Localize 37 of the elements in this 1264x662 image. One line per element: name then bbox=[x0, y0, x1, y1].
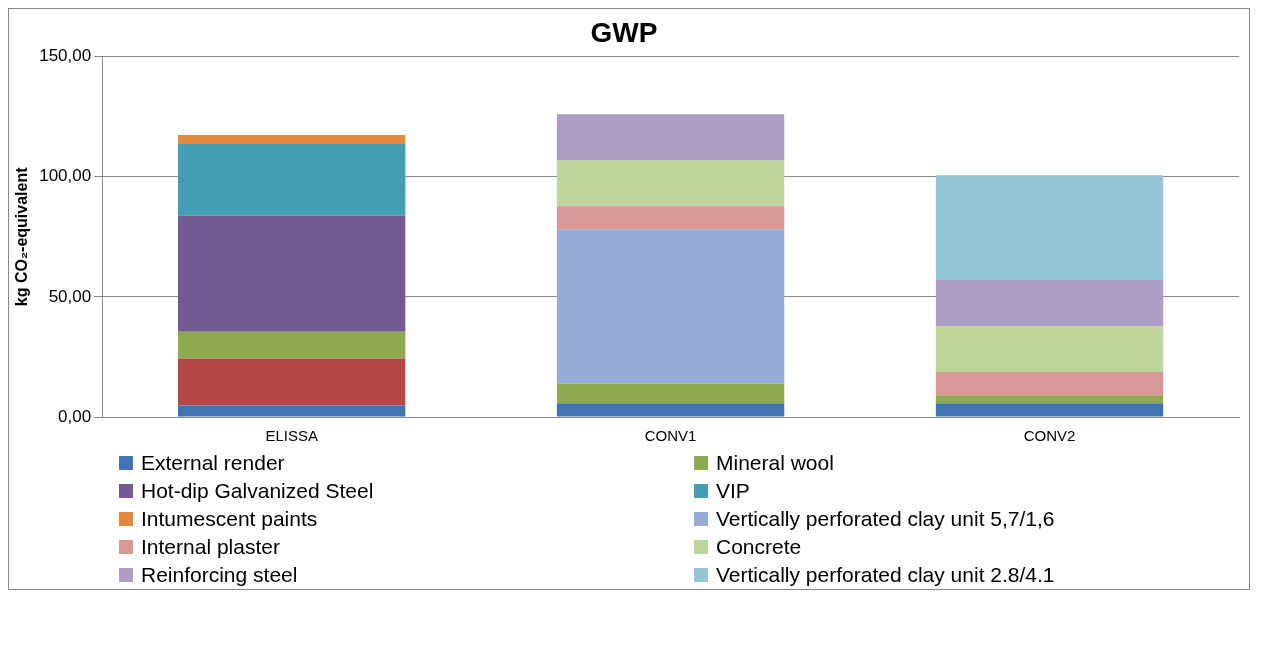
bar bbox=[935, 395, 1164, 404]
bar bbox=[177, 331, 406, 359]
bar bbox=[935, 325, 1164, 373]
bar bbox=[177, 215, 406, 332]
x-tick-label: ELISSA bbox=[265, 427, 318, 445]
chart-title: GWP bbox=[590, 16, 658, 48]
y-tick-label: 100,00 bbox=[39, 166, 92, 186]
legend-label: Hot-dip Galvanized Steel bbox=[141, 479, 374, 503]
legend-label: Concrete bbox=[716, 535, 802, 559]
bar bbox=[177, 144, 406, 216]
y-tick-label: 0,00 bbox=[58, 406, 92, 426]
bar bbox=[556, 160, 785, 207]
legend-label: Vertically perforated clay unit 5,7/1,6 bbox=[716, 507, 1055, 531]
bar bbox=[935, 403, 1164, 417]
legend-label: Reinforcing steel bbox=[141, 563, 298, 587]
legend-label: VIP bbox=[716, 479, 750, 503]
bar bbox=[177, 405, 406, 417]
legend-label: Intumescent paints bbox=[141, 507, 318, 531]
x-tick-label: CONV1 bbox=[644, 427, 697, 445]
y-axis-title: kg CO₂-equivalent bbox=[13, 166, 31, 307]
bar bbox=[556, 403, 785, 417]
bar bbox=[556, 206, 785, 230]
bar bbox=[935, 280, 1164, 326]
bar bbox=[935, 175, 1164, 281]
legend-label: Mineral wool bbox=[716, 451, 834, 475]
bar bbox=[935, 372, 1164, 396]
bar bbox=[177, 358, 406, 406]
legend-label: External render bbox=[141, 451, 285, 475]
y-tick-label: 50,00 bbox=[48, 286, 92, 306]
legend-label: Internal plaster bbox=[141, 535, 280, 559]
legend-label: Vertically perforated clay unit 2.8/4.1 bbox=[716, 563, 1055, 587]
bar bbox=[177, 134, 406, 145]
y-tick-label: 150,00 bbox=[39, 46, 92, 66]
bar bbox=[556, 114, 785, 161]
bar bbox=[556, 383, 785, 404]
x-tick-label: CONV2 bbox=[1023, 427, 1076, 445]
bar bbox=[556, 229, 785, 384]
